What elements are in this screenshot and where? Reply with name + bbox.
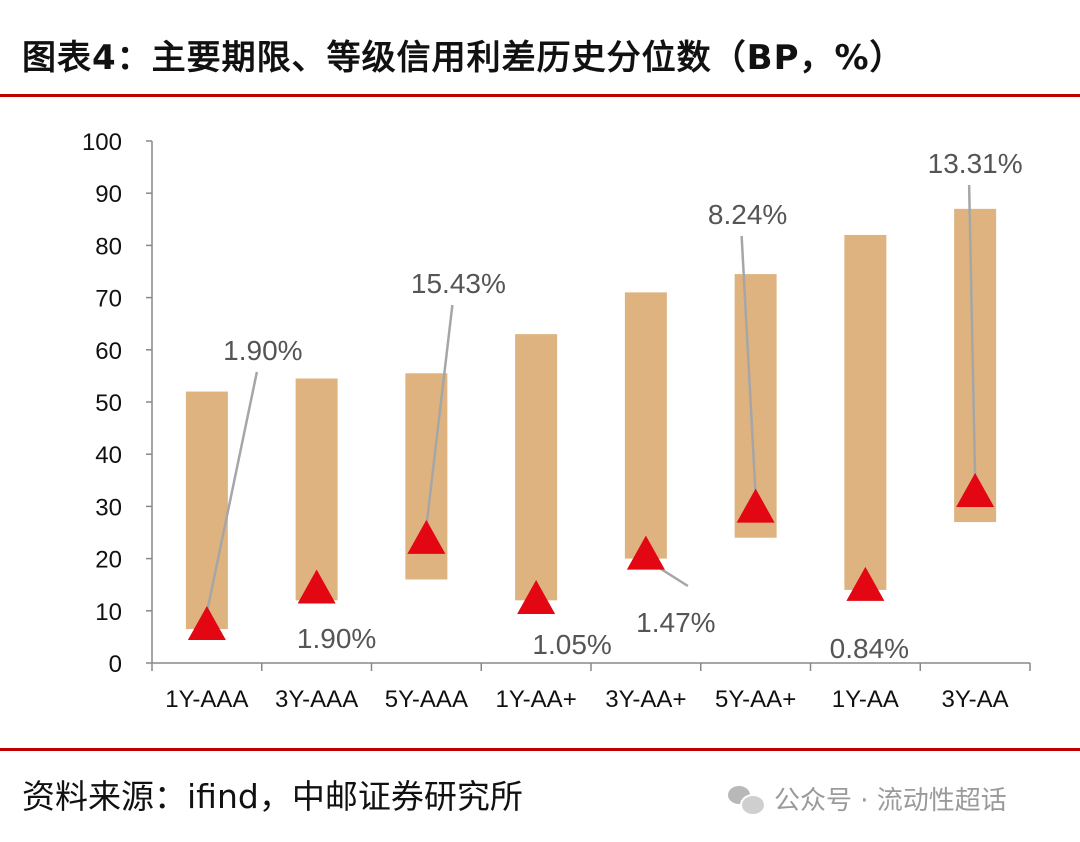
y-tick-label: 10 xyxy=(95,599,122,626)
range-bar xyxy=(624,292,667,559)
y-tick-label: 80 xyxy=(95,233,122,260)
percentile-label: 1.90% xyxy=(297,623,376,654)
y-tick-label: 20 xyxy=(95,547,122,574)
x-tick-label: 1Y-AA xyxy=(832,686,899,713)
watermark: 公众号 · 流动性超话 xyxy=(728,780,1007,817)
y-tick-label: 40 xyxy=(95,442,122,469)
percentile-label: 15.43% xyxy=(411,268,506,299)
wechat-icon xyxy=(728,784,766,816)
x-tick-label: 5Y-AA+ xyxy=(715,686,796,713)
source-note: 资料来源：ifind，中邮证券研究所 xyxy=(22,777,523,816)
leader-line xyxy=(205,371,259,613)
current-marker xyxy=(517,579,556,614)
current-marker xyxy=(846,566,885,601)
current-marker xyxy=(626,535,665,570)
leader-line xyxy=(967,184,977,480)
x-tick-label: 1Y-AA+ xyxy=(496,686,577,713)
watermark-text: 公众号 · 流动性超话 xyxy=(774,786,1007,816)
y-tick-label: 70 xyxy=(95,286,122,313)
percentile-label: 1.05% xyxy=(532,629,611,660)
range-bar xyxy=(185,391,228,630)
percentile-label: 0.84% xyxy=(830,633,909,664)
x-tick-label: 1Y-AAA xyxy=(165,686,248,713)
x-tick-label: 3Y-AA+ xyxy=(605,686,686,713)
chart-title: 图表4：主要期限、等级信用利差历史分位数（BP，%） xyxy=(22,38,905,78)
top-rule xyxy=(0,94,1080,97)
percentile-label: 1.47% xyxy=(636,607,715,638)
percentile-label: 1.90% xyxy=(223,335,302,366)
current-marker xyxy=(187,606,226,641)
percentile-label: 8.24% xyxy=(708,199,787,230)
x-tick-label: 5Y-AAA xyxy=(385,686,468,713)
current-marker xyxy=(956,472,995,507)
range-bar xyxy=(515,334,558,601)
current-marker xyxy=(407,519,446,554)
percentile-label: 13.31% xyxy=(928,148,1023,179)
bottom-rule xyxy=(0,748,1080,751)
x-tick-label: 3Y-AA xyxy=(942,686,1009,713)
y-tick-label: 90 xyxy=(95,181,122,208)
current-marker xyxy=(297,569,336,604)
y-tick-label: 30 xyxy=(95,494,122,521)
current-marker xyxy=(736,488,775,523)
range-bar xyxy=(295,378,338,601)
y-tick-label: 50 xyxy=(95,390,122,417)
y-tick-label: 100 xyxy=(82,129,122,156)
y-tick-label: 60 xyxy=(95,338,122,365)
leader-line xyxy=(425,304,454,527)
range-bar xyxy=(844,234,887,590)
leader-line xyxy=(740,235,757,496)
y-tick-label: 0 xyxy=(109,651,122,678)
x-tick-label: 3Y-AAA xyxy=(275,686,358,713)
